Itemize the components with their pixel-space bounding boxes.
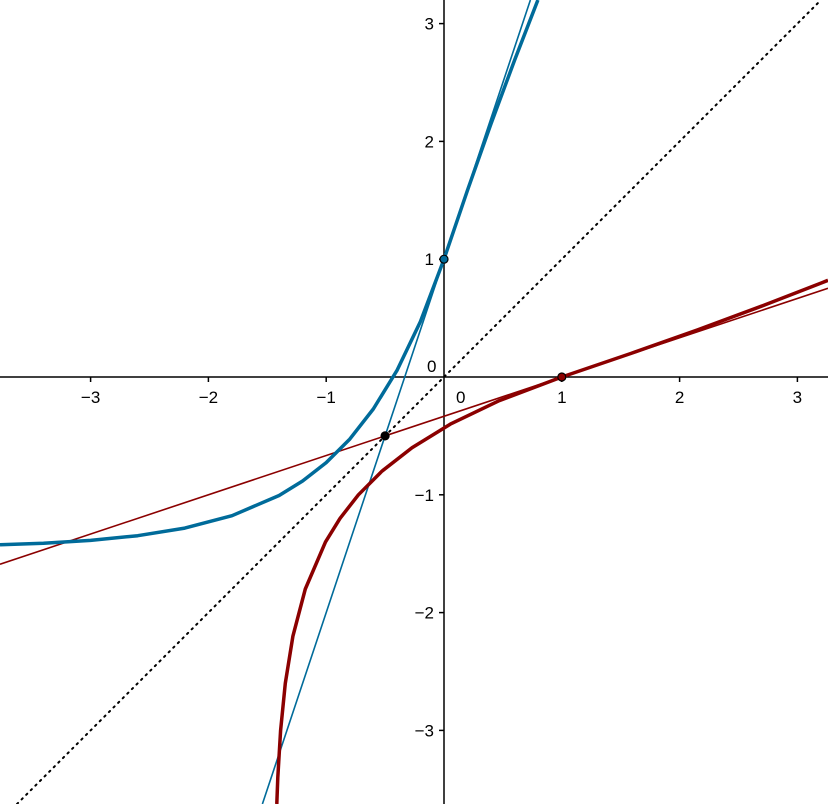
x-tick-label: −1 [317, 388, 336, 407]
red-tangent-line [0, 287, 828, 566]
y-tick-label: −1 [415, 486, 434, 505]
blue-tangent-line [261, 0, 532, 804]
point-marker[interactable] [439, 254, 449, 264]
x-tick-label: −2 [199, 388, 218, 407]
y-tick-label: 3 [425, 15, 434, 34]
red-curve [275, 278, 828, 804]
origin-label-y: 0 [427, 357, 436, 376]
y-tick-label: 1 [425, 250, 434, 269]
y-tick-label: −2 [415, 604, 434, 623]
y-tick-label: 2 [425, 132, 434, 151]
x-tick-label: 1 [557, 388, 566, 407]
blue-curve [0, 0, 540, 547]
y-tick-label: −3 [415, 721, 434, 740]
x-tick-label: 2 [675, 388, 684, 407]
point-marker[interactable] [557, 372, 567, 382]
point-marker[interactable] [380, 431, 390, 441]
identity-line-dotted [16, 0, 822, 804]
x-tick-label: −3 [81, 388, 100, 407]
origin-label-x: 0 [456, 388, 465, 407]
x-tick-label: 3 [793, 388, 802, 407]
